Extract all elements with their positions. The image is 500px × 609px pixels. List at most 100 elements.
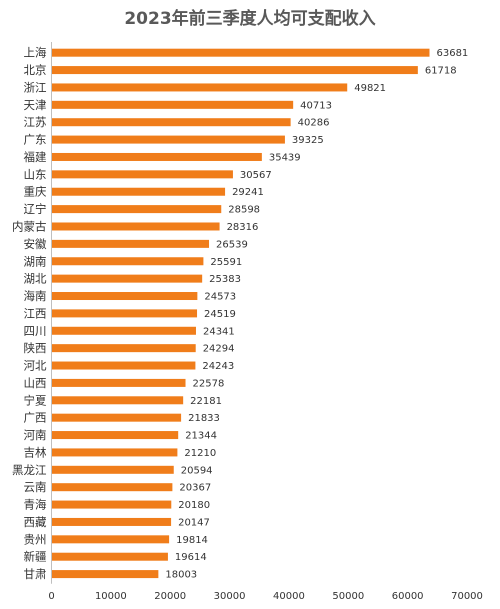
data-label: 24573 <box>204 292 236 303</box>
data-label: 30567 <box>240 170 272 181</box>
category-label: 安徽 <box>24 237 47 251</box>
category-label: 福建 <box>24 150 47 164</box>
x-tick-label: 40000 <box>273 591 305 602</box>
data-label: 28316 <box>227 222 259 233</box>
data-label: 18003 <box>165 570 197 581</box>
bar <box>51 187 226 196</box>
category-label: 广西 <box>24 411 47 425</box>
data-label: 19614 <box>175 552 207 563</box>
category-label: 山西 <box>24 376 47 390</box>
x-tick-label: 10000 <box>95 591 127 602</box>
category-label: 广东 <box>24 133 47 147</box>
bar <box>51 535 170 544</box>
category-label: 四川 <box>24 324 47 338</box>
bar <box>51 170 233 179</box>
bar <box>51 570 159 579</box>
data-label: 28598 <box>228 205 260 216</box>
data-label: 24243 <box>202 361 234 372</box>
data-label: 21833 <box>188 413 220 424</box>
category-label: 甘肃 <box>24 567 47 581</box>
bar <box>51 326 196 335</box>
bar <box>51 378 186 387</box>
category-label: 上海 <box>24 46 47 60</box>
category-label: 湖北 <box>24 272 47 286</box>
data-label: 24519 <box>204 309 236 320</box>
bar <box>51 205 222 214</box>
bar <box>51 431 179 440</box>
data-label: 21344 <box>185 431 217 442</box>
category-label: 海南 <box>24 289 47 303</box>
data-label: 25383 <box>209 274 241 285</box>
bar <box>51 309 198 318</box>
category-label: 重庆 <box>24 185 47 199</box>
data-label: 19814 <box>176 535 208 546</box>
category-label: 吉林 <box>24 445 47 459</box>
category-label: 宁夏 <box>24 393 47 407</box>
data-label: 35439 <box>269 152 301 163</box>
bar <box>51 517 172 526</box>
category-label: 天津 <box>24 98 47 112</box>
bar <box>51 361 196 370</box>
data-label: 22578 <box>193 378 225 389</box>
category-label: 云南 <box>24 480 47 494</box>
category-label: 江西 <box>24 306 47 320</box>
category-label: 内蒙古 <box>12 219 47 233</box>
bar <box>51 344 196 353</box>
bar <box>51 396 184 405</box>
x-tick-label: 20000 <box>154 591 186 602</box>
data-label: 40286 <box>298 118 330 129</box>
bar <box>51 257 204 266</box>
data-label: 25591 <box>210 257 242 268</box>
category-label: 青海 <box>24 498 47 512</box>
category-label: 陕西 <box>24 341 47 355</box>
category-label: 贵州 <box>24 532 47 546</box>
category-label: 河北 <box>24 359 47 373</box>
bar <box>51 222 220 231</box>
x-tick-label: 50000 <box>332 591 364 602</box>
bar <box>51 66 418 75</box>
bar <box>51 500 172 509</box>
category-label: 西藏 <box>24 515 47 529</box>
data-label: 49821 <box>354 83 386 94</box>
bar <box>51 465 174 474</box>
bar <box>51 448 178 457</box>
category-label: 河南 <box>24 428 47 442</box>
bar <box>51 552 168 561</box>
data-label: 20147 <box>178 517 210 528</box>
data-label: 29241 <box>232 187 264 198</box>
data-label: 20594 <box>181 465 213 476</box>
data-label: 21210 <box>184 448 216 459</box>
data-label: 26539 <box>216 239 248 250</box>
category-label: 北京 <box>24 63 47 77</box>
bar <box>51 483 173 492</box>
bar <box>51 292 198 301</box>
data-label: 22181 <box>190 396 222 407</box>
x-tick-label: 0 <box>48 591 54 602</box>
bar <box>51 413 182 422</box>
data-label: 24294 <box>203 344 235 355</box>
x-tick-label: 60000 <box>392 591 424 602</box>
bar <box>51 274 203 283</box>
category-label: 辽宁 <box>24 202 47 216</box>
x-tick-label: 70000 <box>451 591 483 602</box>
data-label: 24341 <box>203 326 235 337</box>
bars-group: 上海 63681 北京 61718 浙江 49821 天津 40713 江苏 40286 广东 393… <box>12 46 468 581</box>
chart-title: 2023年前三季度人均可支配收入 <box>124 8 375 29</box>
bar <box>51 135 285 144</box>
data-label: 39325 <box>292 135 324 146</box>
data-label: 63681 <box>436 48 468 59</box>
data-label: 20180 <box>178 500 210 511</box>
bar <box>51 118 291 127</box>
data-label: 20367 <box>179 483 211 494</box>
category-label: 浙江 <box>24 80 47 94</box>
category-label: 黑龙江 <box>12 463 47 477</box>
category-label: 山东 <box>24 167 47 181</box>
data-label: 40713 <box>300 100 332 111</box>
category-label: 江苏 <box>24 115 47 129</box>
bar <box>51 48 430 57</box>
bar <box>51 100 294 109</box>
bar <box>51 239 210 248</box>
x-tick-label: 30000 <box>214 591 246 602</box>
category-label: 新疆 <box>24 550 47 564</box>
